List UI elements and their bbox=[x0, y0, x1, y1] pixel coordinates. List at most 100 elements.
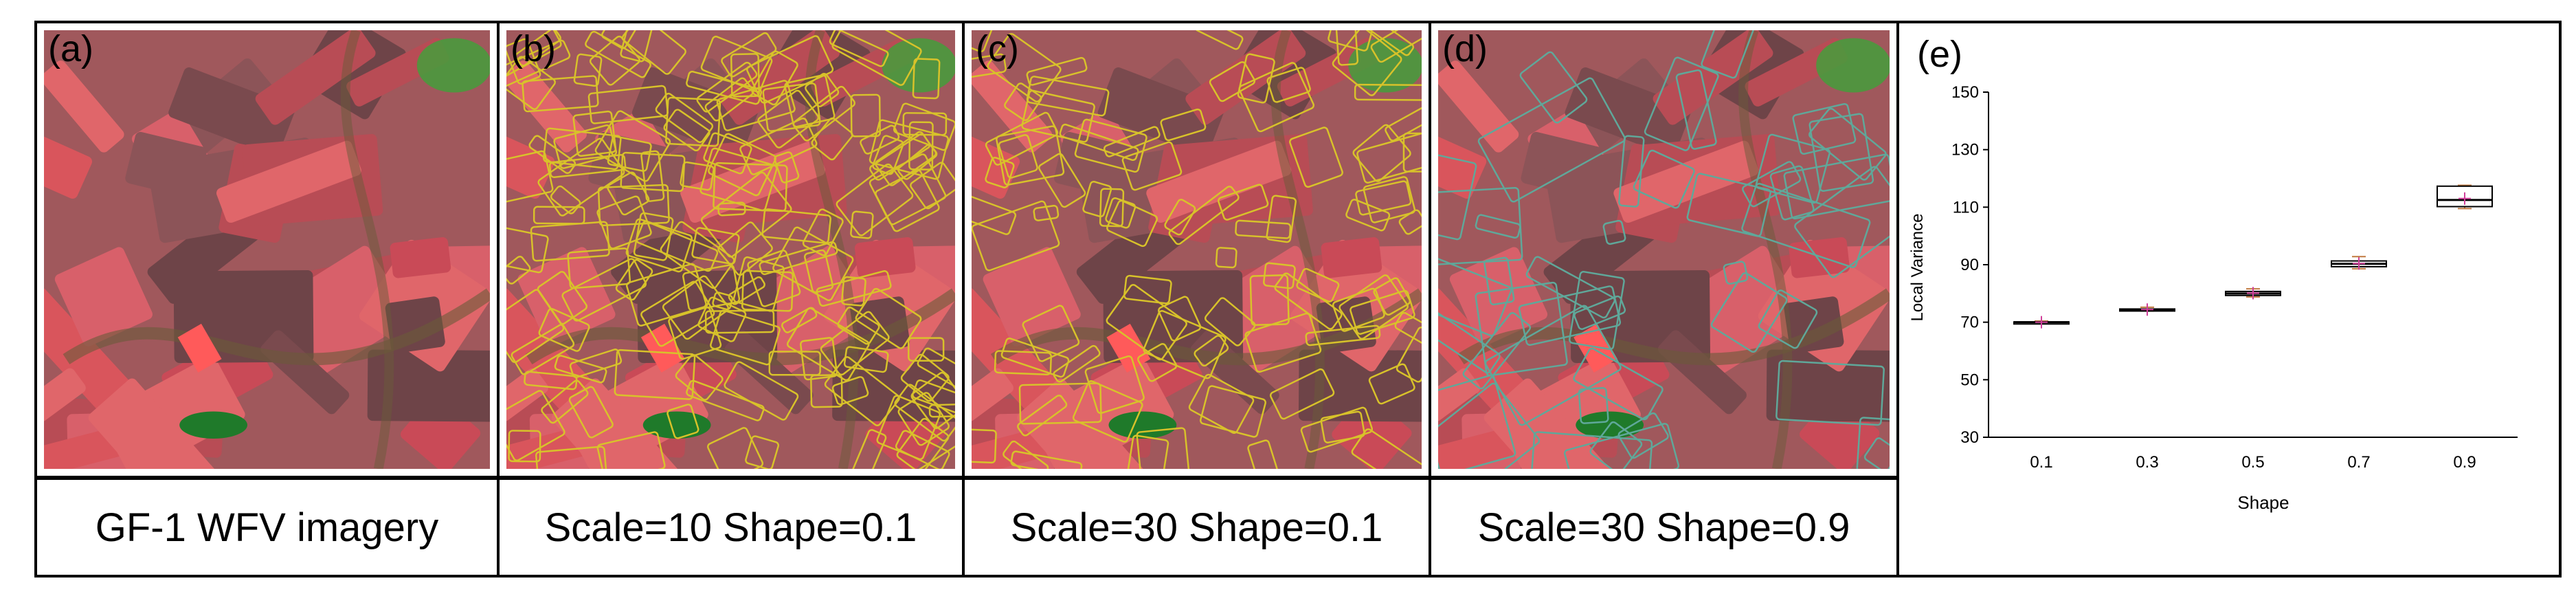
field-parcel bbox=[1321, 237, 1382, 278]
segment-outline bbox=[697, 296, 747, 342]
segment-outline bbox=[902, 112, 948, 136]
segment-outline bbox=[1247, 439, 1281, 469]
panel-a-image: (a) bbox=[34, 21, 500, 478]
segment-outline bbox=[851, 429, 887, 469]
field-parcel bbox=[54, 247, 153, 346]
segment-outline bbox=[985, 111, 1059, 166]
panel-c-image: (c) bbox=[962, 21, 1431, 478]
bright-field bbox=[1573, 323, 1617, 373]
segment-outline bbox=[1137, 343, 1178, 382]
segment-outline bbox=[831, 30, 922, 86]
segment-outline bbox=[1352, 30, 1414, 56]
segment-outline bbox=[640, 280, 715, 347]
panel-label: (d) bbox=[1442, 28, 1488, 69]
x-tick-label: 0.5 bbox=[2241, 453, 2264, 472]
segment-outline bbox=[1618, 135, 1645, 208]
segment-outline bbox=[1263, 262, 1296, 289]
segment-outline bbox=[1123, 274, 1172, 305]
segment-outline bbox=[1519, 51, 1588, 124]
segment-outline bbox=[1394, 311, 1422, 352]
segment-outline bbox=[784, 74, 836, 128]
segment-outline bbox=[829, 30, 889, 67]
segment-outline bbox=[912, 58, 941, 100]
segment-outline bbox=[1675, 69, 1717, 150]
segment-outline bbox=[739, 118, 818, 175]
segment-outline bbox=[1723, 261, 1749, 285]
y-tick-label: 90 bbox=[1960, 256, 1979, 274]
segment-outline bbox=[663, 109, 710, 152]
segment-outline bbox=[917, 347, 955, 402]
caption-d: Scale=30 Shape=0.9 bbox=[1429, 477, 1899, 578]
bright-field bbox=[640, 323, 685, 373]
segment-outline bbox=[869, 133, 931, 181]
segment-outline bbox=[910, 162, 955, 210]
boxplot-chart: Local Variance Shape 30 50 70 90 110 130 150 0.… bbox=[1908, 83, 2518, 513]
y-tick-label: 150 bbox=[1951, 83, 1979, 102]
segment-outline bbox=[910, 371, 955, 430]
bright-field bbox=[1106, 323, 1151, 373]
segment-outline bbox=[996, 125, 1065, 186]
segment-outline bbox=[912, 379, 955, 423]
x-tick-label: 0.7 bbox=[2347, 453, 2370, 472]
segment-outline bbox=[589, 35, 640, 86]
segmented-image bbox=[506, 30, 955, 469]
segment-outline bbox=[908, 121, 934, 170]
segment-outline bbox=[914, 439, 955, 469]
segment-outline bbox=[1164, 199, 1196, 236]
segmented-image bbox=[972, 30, 1422, 469]
segment-outline bbox=[597, 184, 670, 227]
segment-outline bbox=[1741, 182, 1871, 268]
segmented-image-svg bbox=[1438, 30, 1890, 469]
segment-outline bbox=[869, 119, 950, 180]
segment-outline bbox=[625, 263, 707, 327]
segment-outline bbox=[1143, 310, 1227, 380]
x-tick-label: 0.9 bbox=[2453, 453, 2476, 472]
segment-outline bbox=[1305, 324, 1381, 346]
vegetation-patch bbox=[1816, 38, 1890, 93]
segment-outline bbox=[1000, 338, 1070, 378]
segment-outline bbox=[607, 171, 650, 216]
segment-outline bbox=[1218, 184, 1269, 221]
segment-outline bbox=[1010, 450, 1083, 469]
segment-outline bbox=[745, 435, 780, 469]
segment-outline bbox=[550, 185, 581, 214]
segment-outline bbox=[699, 147, 778, 212]
segment-outline bbox=[972, 428, 997, 464]
segment-outline bbox=[1686, 173, 1771, 237]
segment-outline bbox=[506, 39, 571, 89]
segment-outline bbox=[662, 275, 729, 340]
segment-outline bbox=[810, 374, 843, 408]
segment-outline bbox=[972, 200, 1060, 272]
vegetation-patch bbox=[179, 411, 248, 439]
segment-outline bbox=[860, 124, 900, 155]
segment-outline bbox=[691, 227, 740, 265]
segment-outline bbox=[1127, 434, 1169, 469]
segment-outline bbox=[713, 162, 788, 212]
segment-outline bbox=[506, 150, 554, 209]
segment-outline bbox=[1300, 406, 1374, 453]
segment-outline bbox=[855, 287, 922, 349]
segment-outline bbox=[972, 194, 1017, 235]
panel-e-boxplot: Local Variance Shape 30 50 70 90 110 130 150 0.… bbox=[1896, 21, 2562, 578]
segment-outline bbox=[665, 96, 721, 147]
segment-outline bbox=[872, 135, 904, 175]
segment-outline bbox=[541, 380, 589, 424]
caption-c: Scale=30 Shape=0.1 bbox=[962, 477, 1431, 578]
segment-outline bbox=[1237, 53, 1275, 104]
road-line bbox=[990, 288, 1422, 366]
field-parcel bbox=[506, 130, 555, 199]
field-parcel bbox=[367, 349, 490, 422]
segment-outline bbox=[607, 135, 652, 172]
segment-outline bbox=[1084, 355, 1145, 415]
segment-outline bbox=[1402, 132, 1422, 173]
y-tick-label: 130 bbox=[1951, 141, 1979, 160]
segment-outline bbox=[1368, 363, 1415, 405]
segment-outline bbox=[907, 337, 945, 362]
segment-outline bbox=[707, 427, 764, 469]
box-0.1 bbox=[2013, 316, 2070, 329]
segment-outline bbox=[1194, 30, 1244, 50]
vegetation-patch bbox=[642, 411, 711, 439]
segment-outline bbox=[1356, 130, 1422, 184]
segment-outline bbox=[515, 30, 561, 67]
segment-outline bbox=[587, 85, 669, 124]
